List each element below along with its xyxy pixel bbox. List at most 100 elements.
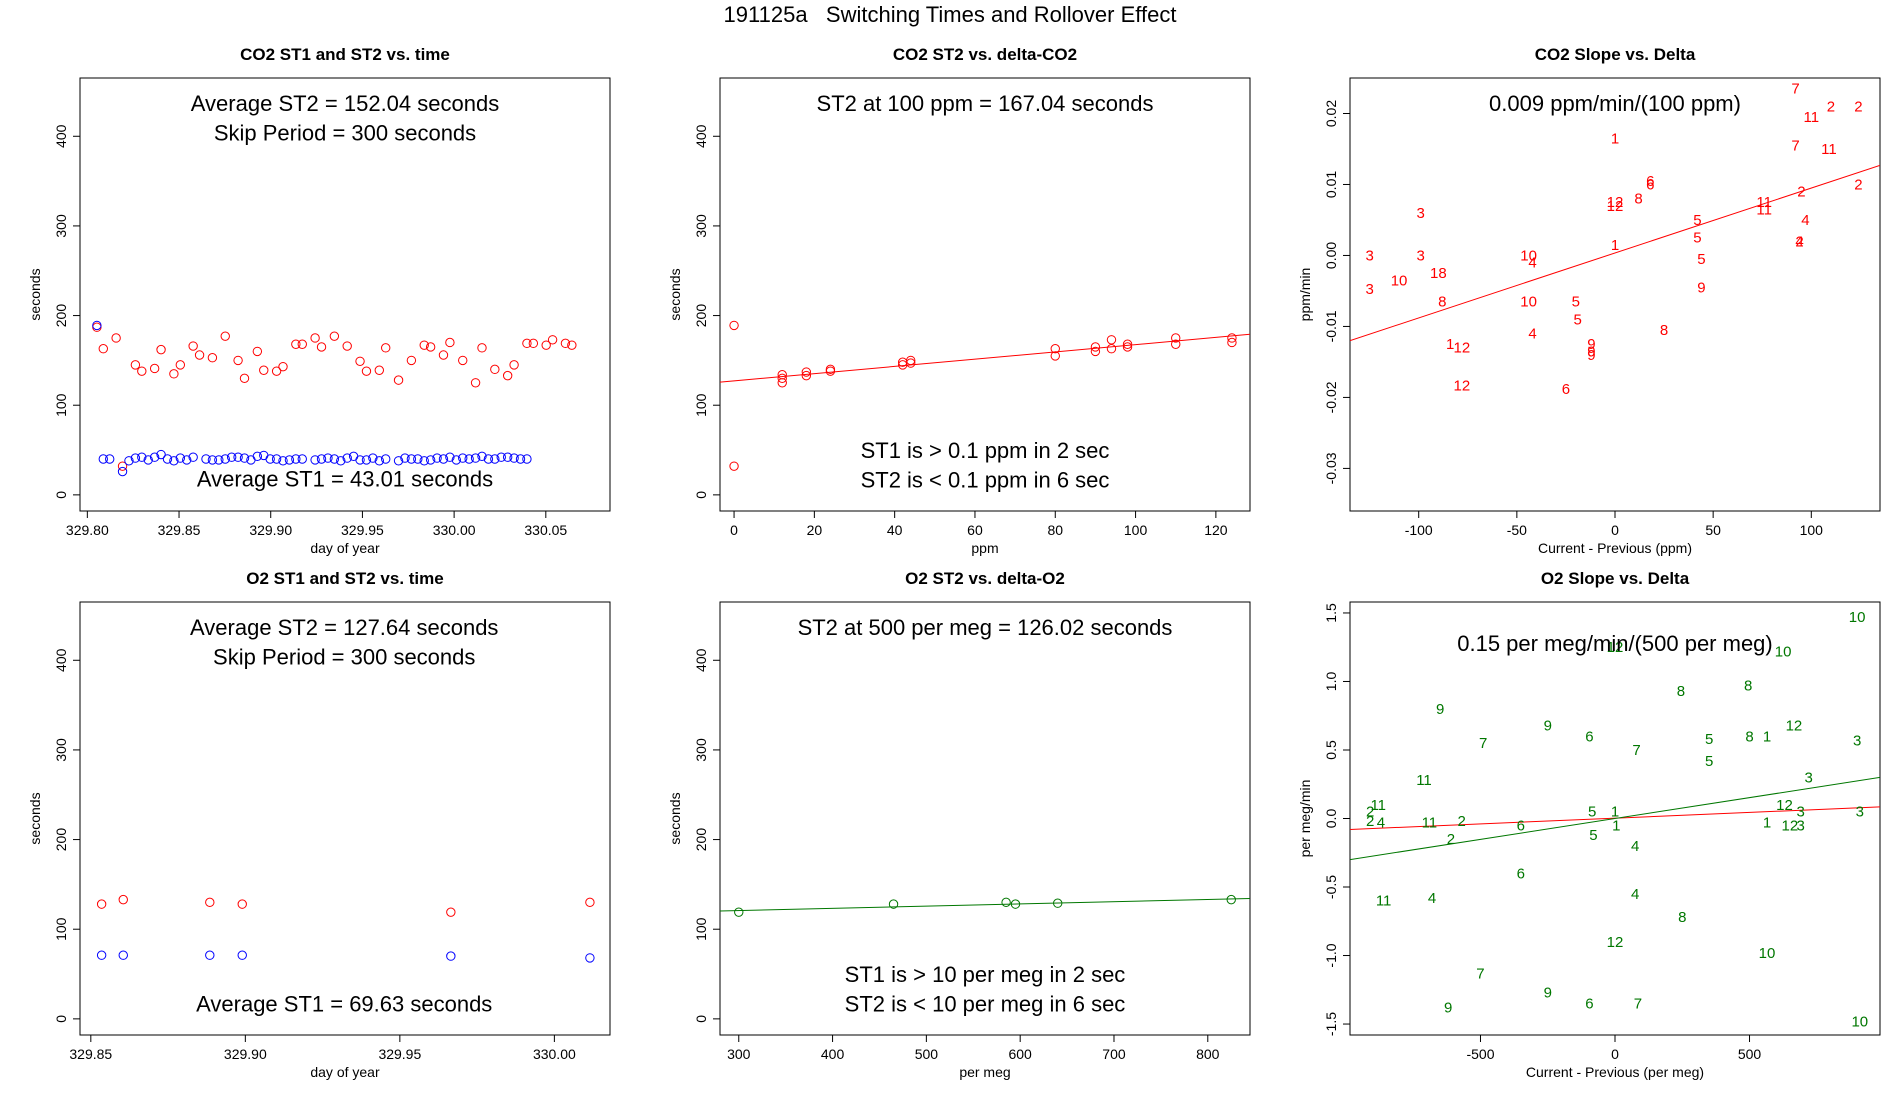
- y-tick-label: -1.0: [1323, 943, 1339, 967]
- point-label: 12: [1782, 817, 1799, 834]
- point-label: 3: [1365, 281, 1373, 298]
- data-point: [1171, 333, 1181, 343]
- data-point: [271, 454, 282, 464]
- chart-svg: O2 ST1 and ST2 vs. time 329.85 329.90 329.9…: [27, 569, 611, 1080]
- data-point: [445, 452, 455, 462]
- x-tick-label: 0: [1611, 1046, 1619, 1062]
- data-point: [729, 320, 739, 331]
- y-tick-label: 0.5: [1323, 740, 1339, 760]
- x-tick-label: 20: [807, 522, 823, 538]
- annotation-text: Average ST2 = 152.04 seconds: [191, 91, 499, 116]
- data-point: [490, 364, 500, 375]
- x-tick-label: -50: [1507, 522, 1527, 538]
- data-point: [458, 453, 468, 463]
- y-tick-label: 200: [693, 828, 709, 852]
- data-point: [271, 366, 282, 376]
- y-tick-label: -1.5: [1323, 1012, 1339, 1036]
- data-point: [801, 370, 812, 381]
- chart-title: O2 ST1 and ST2 vs. time: [246, 569, 443, 588]
- x-tick-label: 329.95: [378, 1046, 421, 1062]
- y-tick-label: 0: [53, 491, 69, 499]
- x-tick-label: -500: [1466, 1046, 1494, 1062]
- point-label: 5: [1572, 294, 1580, 311]
- data-point: [188, 452, 198, 462]
- y-tick-label: 0.00: [1323, 242, 1339, 269]
- point-label: 12: [1607, 639, 1624, 656]
- point-label: 10: [1391, 272, 1408, 289]
- point-label: 7: [1479, 735, 1487, 752]
- data-point: [329, 454, 340, 464]
- y-tick-label: -0.03: [1323, 452, 1339, 484]
- x-tick-label: 120: [1204, 522, 1228, 538]
- data-point: [825, 364, 836, 375]
- chart-co2-st2-vs-delta: CO2 ST2 vs. delta-CO2 0 20 40 60 80 100 120 0 100…: [660, 40, 1260, 560]
- data-point: [464, 454, 474, 464]
- data-point: [419, 456, 429, 466]
- data-point: [445, 337, 455, 348]
- data-point: [355, 356, 365, 366]
- point-label: 3: [1856, 804, 1864, 821]
- data-point: [374, 456, 384, 466]
- data-point: [284, 455, 295, 465]
- point-label: 11: [1821, 141, 1837, 158]
- point-label: 2: [1795, 233, 1803, 250]
- data-point: [149, 363, 160, 374]
- x-tick-label: 700: [1102, 1046, 1126, 1062]
- data-point: [1226, 894, 1236, 905]
- y-axis-label: seconds: [667, 792, 683, 844]
- y-tick-label: 400: [693, 648, 709, 672]
- data-point: [237, 899, 247, 909]
- data-point: [310, 333, 320, 343]
- data-point: [477, 343, 487, 353]
- point-label: 3: [1796, 804, 1804, 821]
- point-label: 12: [1607, 194, 1624, 211]
- data-point: [361, 366, 372, 376]
- chart-o2-st-vs-time: O2 ST1 and ST2 vs. time 329.85 329.90 329.9…: [20, 564, 620, 1084]
- x-axis-label: ppm: [971, 540, 998, 556]
- annotation-text: Skip Period = 300 seconds: [213, 645, 475, 670]
- data-point: [906, 355, 916, 366]
- data-point: [515, 454, 526, 464]
- data-point: [1090, 346, 1101, 357]
- point-label: 11: [1416, 772, 1432, 789]
- annotation-text: ST2 is < 10 per meg in 6 sec: [845, 992, 1126, 1017]
- data-point: [130, 360, 141, 370]
- point-label: 4: [1801, 212, 1809, 229]
- x-tick-label: 500: [1738, 1046, 1762, 1062]
- fit-line: [1350, 164, 1880, 342]
- data-point: [201, 454, 211, 464]
- point-label: 6: [1517, 865, 1525, 882]
- point-label: 5: [1693, 212, 1701, 229]
- x-tick-label: 0: [730, 522, 738, 538]
- y-tick-label: 200: [53, 828, 69, 852]
- data-point: [130, 453, 141, 463]
- point-label: 8: [1678, 909, 1686, 926]
- y-tick-label: -0.02: [1323, 381, 1339, 413]
- point-label: 1: [1611, 804, 1619, 821]
- data-point: [169, 456, 179, 466]
- data-point: [316, 342, 327, 352]
- data-point: [194, 350, 205, 360]
- data-point: [458, 355, 468, 366]
- y-tick-label: 100: [693, 393, 709, 417]
- y-tick-label: -0.01: [1323, 310, 1339, 342]
- y-tick-label: 300: [53, 738, 69, 762]
- data-point: [528, 338, 539, 349]
- x-tick-label: 0: [1611, 522, 1619, 538]
- point-label: 2: [1447, 831, 1455, 848]
- data-point: [156, 449, 166, 460]
- point-label: 4: [1428, 890, 1436, 907]
- fit-line: [1350, 776, 1880, 861]
- chart-svg: O2 Slope vs. Delta -500 0 500 -1.5 -1.0 -0.5 0.…: [1297, 569, 1881, 1080]
- y-tick-label: 0: [693, 1015, 709, 1023]
- point-label: 7: [1632, 742, 1640, 759]
- point-label: 1: [1611, 130, 1619, 147]
- plot-area: [720, 320, 1250, 471]
- data-point: [182, 455, 192, 465]
- data-point: [92, 322, 102, 332]
- y-axis-label: per meg/min: [1297, 780, 1313, 858]
- chart-o2-slope-vs-delta: O2 Slope vs. Delta -500 0 500 -1.5 -1.0 -0.5 0.…: [1290, 564, 1890, 1084]
- plot-frame: [719, 601, 1251, 1036]
- y-tick-label: -0.5: [1323, 875, 1339, 899]
- point-label: 12: [1454, 377, 1471, 394]
